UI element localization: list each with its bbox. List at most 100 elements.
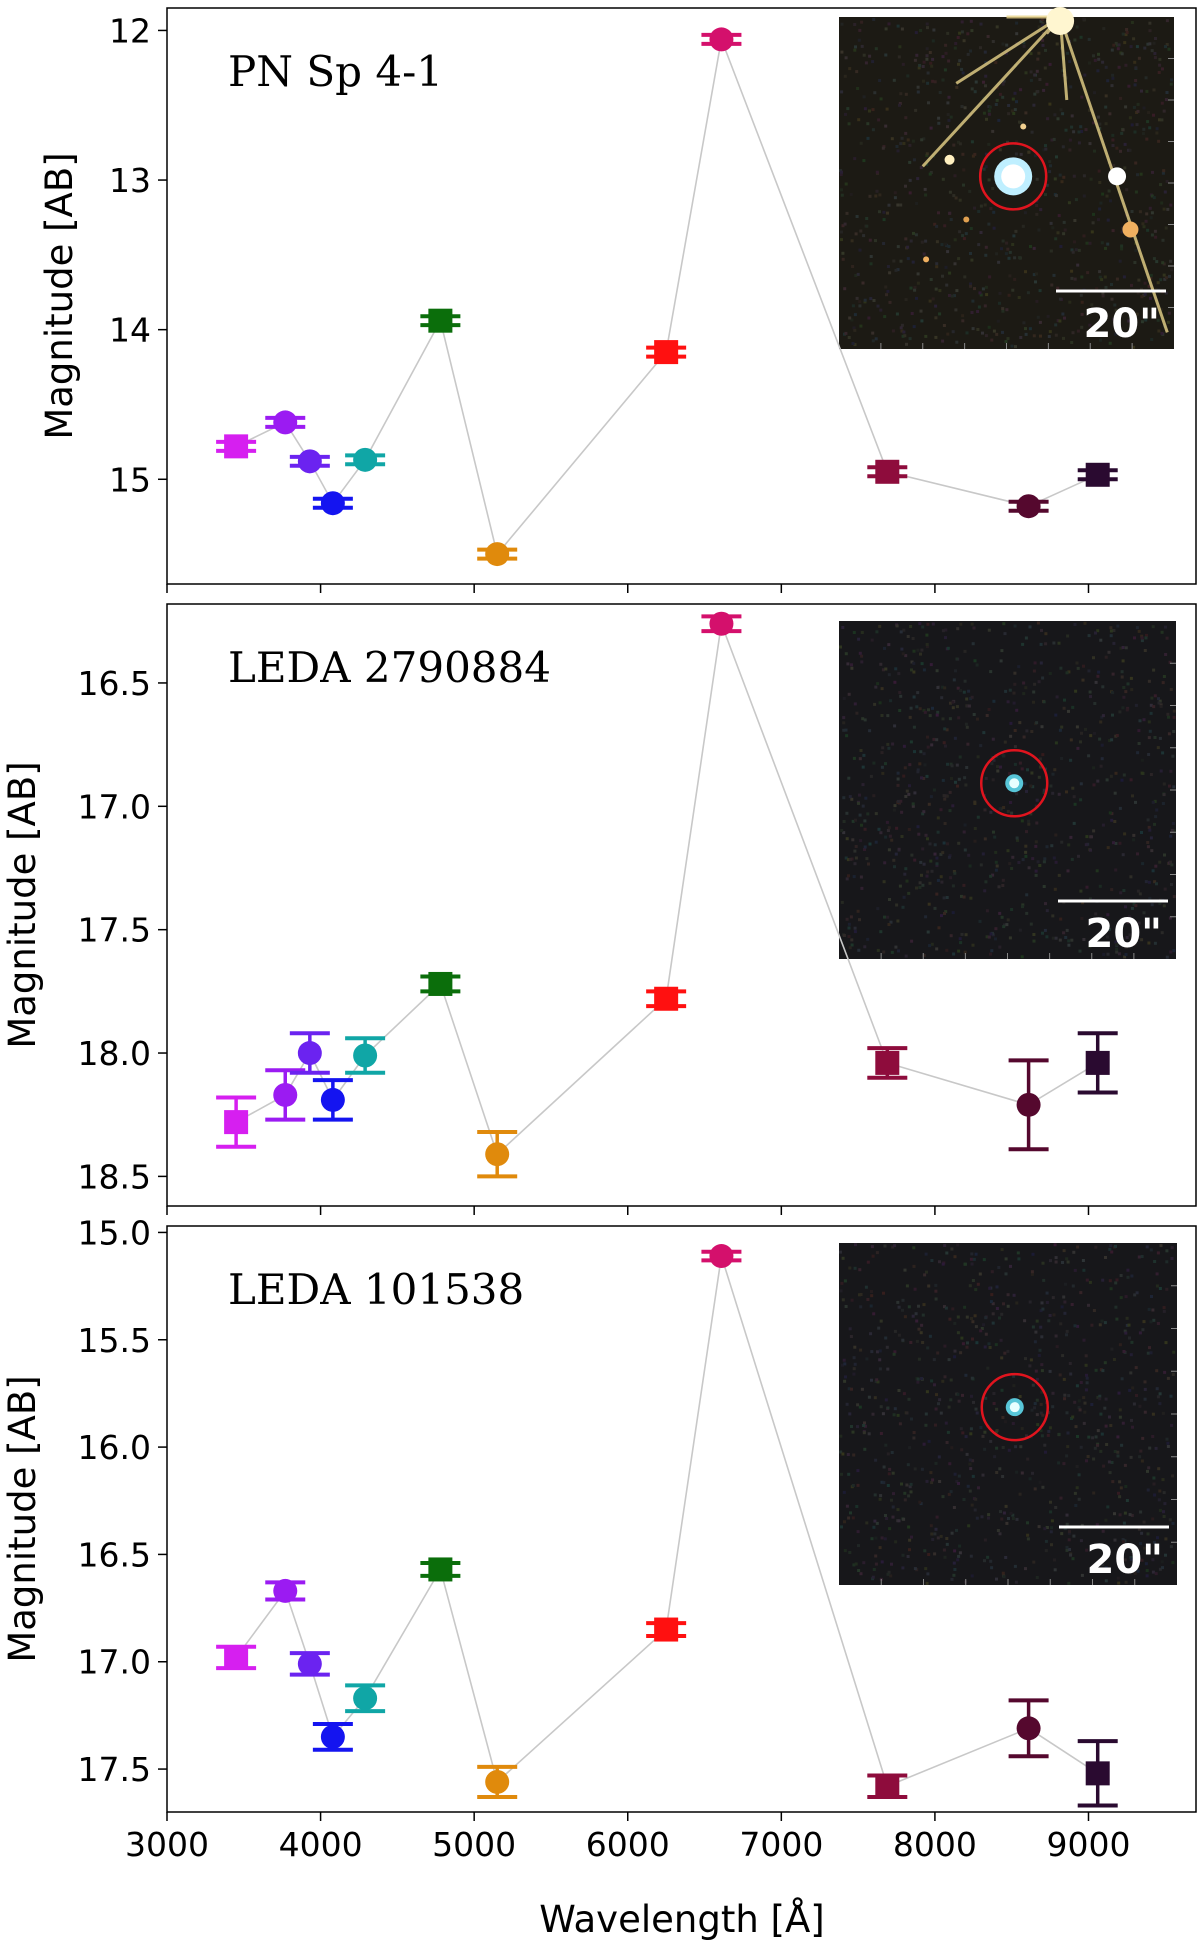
circle-marker — [709, 1244, 734, 1269]
circle-marker — [297, 1651, 322, 1676]
y-tick-label: 17.5 — [78, 1750, 151, 1789]
object-name: LEDA 2790884 — [228, 643, 551, 692]
data-point-12 — [1077, 462, 1118, 487]
data-point-7 — [477, 1129, 518, 1179]
circle-marker — [320, 491, 345, 516]
scale-bar-label: 20" — [1086, 1537, 1163, 1583]
y-tick-label: 15.5 — [78, 1321, 151, 1360]
x-tick-label: 9000 — [1047, 1825, 1131, 1864]
x-tick-label: 8000 — [893, 1825, 977, 1864]
circle-marker — [1016, 494, 1041, 519]
square-marker — [224, 1110, 249, 1135]
square-marker — [1085, 1050, 1110, 1075]
x-tick-label: 7000 — [739, 1825, 823, 1864]
y-axis-label: Magnitude [AB] — [38, 152, 81, 439]
data-point-5 — [345, 447, 386, 472]
data-point-1 — [216, 1095, 257, 1149]
data-point-8 — [646, 1617, 687, 1642]
y-tick-label: 13 — [109, 161, 151, 200]
data-point-8 — [646, 986, 687, 1011]
field-star — [923, 256, 930, 263]
square-marker — [875, 459, 900, 484]
data-point-3 — [289, 449, 330, 474]
data-layer — [216, 27, 1118, 567]
target-core — [1009, 778, 1020, 789]
panel-1: 12 13 14 15 Magnitude [AB] PN Sp 4-1 20" — [38, 7, 1197, 593]
scale-bar-label: 20" — [1085, 911, 1162, 957]
circle-marker — [353, 447, 378, 472]
y-axis-label: Magnitude [AB] — [1, 761, 44, 1048]
data-point-8 — [646, 340, 687, 365]
data-point-9 — [701, 1244, 742, 1269]
inset-image: 20" — [839, 621, 1176, 959]
circle-marker — [485, 542, 510, 567]
data-point-4 — [312, 491, 353, 516]
square-marker — [224, 434, 249, 459]
inset-background — [839, 621, 1176, 959]
data-point-4 — [312, 1078, 353, 1122]
inset-noise — [839, 621, 1176, 959]
circle-marker — [485, 1769, 510, 1794]
inset-image: 20" — [839, 1243, 1177, 1585]
target-circle — [980, 1372, 1050, 1442]
y-tick-label: 16.5 — [78, 1535, 151, 1574]
square-marker — [875, 1774, 900, 1799]
data-point-6 — [420, 308, 461, 333]
data-point-7 — [477, 542, 518, 567]
y-tick-label: 15 — [109, 460, 151, 499]
square-marker — [1085, 462, 1110, 487]
y-tick-label: 12 — [109, 11, 151, 50]
panel-3: 15.0 15.5 16.0 16.5 17.0 17.5 3000 4000 5000 6000… — [1, 1213, 1197, 1864]
inset-image: 20" — [839, 7, 1174, 349]
circle-marker — [709, 27, 734, 52]
data-point-11 — [1008, 1058, 1049, 1152]
data-point-9 — [701, 611, 742, 636]
data-point-3 — [289, 1651, 330, 1677]
circle-marker — [1016, 1716, 1041, 1741]
data-point-2 — [265, 1578, 306, 1603]
data-point-2 — [265, 410, 306, 435]
y-tick-label: 15.0 — [78, 1213, 151, 1252]
data-point-1 — [216, 434, 257, 459]
data-point-2 — [265, 1068, 306, 1122]
circle-marker — [273, 1578, 298, 1603]
data-point-10 — [867, 1773, 908, 1799]
data-layer — [216, 611, 1118, 1179]
square-marker — [654, 986, 679, 1011]
field-star — [944, 154, 955, 165]
y-tick-label: 17.5 — [78, 911, 151, 950]
data-point-1 — [216, 1644, 257, 1671]
bright-star — [1046, 7, 1075, 35]
circle-marker — [320, 1724, 345, 1749]
x-tick-label: 4000 — [279, 1825, 363, 1864]
data-point-5 — [345, 1036, 386, 1075]
square-marker — [654, 1617, 679, 1642]
data-point-4 — [312, 1721, 353, 1752]
circle-marker — [1016, 1092, 1041, 1117]
data-point-11 — [1008, 1698, 1049, 1759]
x-tick-label: 6000 — [586, 1825, 670, 1864]
object-name: LEDA 101538 — [228, 1265, 524, 1314]
field-star — [963, 216, 970, 223]
y-tick-label: 16.5 — [78, 664, 151, 703]
field-star — [1108, 167, 1127, 186]
y-tick-label: 16.0 — [78, 1428, 151, 1467]
circle-marker — [297, 1041, 322, 1066]
x-tick-label: 5000 — [432, 1825, 516, 1864]
data-point-3 — [289, 1031, 330, 1075]
circle-marker — [320, 1087, 345, 1112]
data-point-6 — [420, 971, 461, 996]
target-circle — [978, 142, 1048, 211]
circle-marker — [273, 410, 298, 435]
circle-marker — [273, 1082, 298, 1107]
panels-layer: 12 13 14 15 Magnitude [AB] PN Sp 4-1 20" 16.5 17… — [1, 7, 1197, 1864]
square-marker — [1085, 1761, 1110, 1786]
square-marker — [875, 1050, 900, 1075]
circle-marker — [297, 449, 322, 474]
circle-marker — [485, 1142, 510, 1167]
field-star — [1020, 123, 1027, 130]
x-axis-label: Wavelength [Å] — [539, 1897, 824, 1941]
y-tick-label: 14 — [109, 311, 151, 350]
circle-marker — [353, 1686, 378, 1711]
